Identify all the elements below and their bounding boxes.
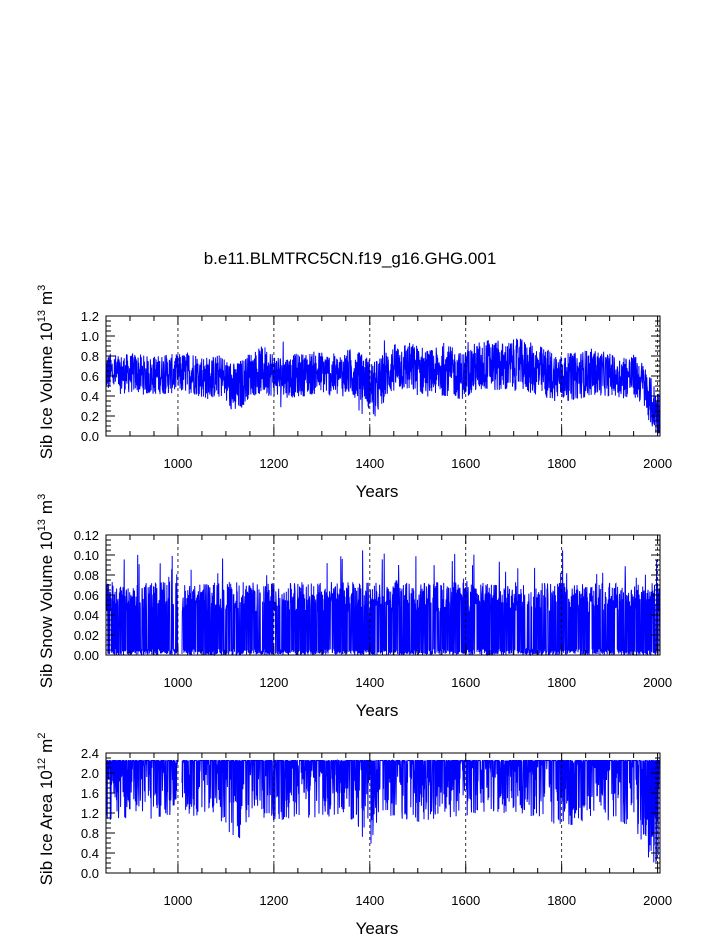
panel-snow-volume: 1000 1200 1400 1600 1800 2000 0.00 0.02 0.04 0.06…	[36, 494, 672, 720]
y-tick-label: 0.0	[81, 866, 99, 881]
y-axis-label-main: Sib Snow Volume 10	[37, 531, 56, 688]
x-tick-label: 2000	[643, 456, 672, 471]
y-axis-label-exp: 13	[36, 519, 48, 531]
x-tick-label: 2000	[643, 675, 672, 690]
x-axis-label: Years	[356, 919, 399, 935]
y-axis-label-exp: 13	[36, 310, 48, 322]
y-tick-label: 0.12	[74, 528, 99, 543]
x-tick-label: 2000	[643, 893, 672, 908]
x-tick-label: 1400	[355, 456, 384, 471]
y-axis-label-unit: m	[37, 291, 56, 305]
x-tick-label: 1600	[451, 893, 480, 908]
x-tick-label: 1200	[259, 675, 288, 690]
y-tick-label: 0.4	[81, 389, 99, 404]
y-tick-label: 0.02	[74, 628, 99, 643]
y-axis-label: Sib Snow Volume 1013 m3	[36, 494, 56, 688]
y-axis-label-exp: 12	[36, 758, 48, 770]
x-tick-label: 1400	[355, 675, 384, 690]
panel-ice-volume: 1000 1200 1400 1600 1800 2000 0.0 0.2 0.4 0.6 0.8 1…	[36, 285, 672, 501]
series-line	[105, 338, 661, 434]
y-tick-label: 1.0	[81, 329, 99, 344]
y-tick-label: 2.0	[81, 766, 99, 781]
x-tick-label: 1800	[547, 456, 576, 471]
series-line	[105, 758, 661, 863]
y-tick-label: 0.2	[81, 409, 99, 424]
x-tick-label: 1200	[259, 456, 288, 471]
y-tick-label: 1.6	[81, 786, 99, 801]
y-axis-label-unit-exp: 2	[36, 733, 48, 739]
x-tick-label: 1400	[355, 893, 384, 908]
y-tick-label: 0.8	[81, 826, 99, 841]
x-tick-label: 1600	[451, 456, 480, 471]
y-axis-label-main: Sib Ice Volume 10	[37, 322, 56, 459]
y-tick-label: 0.8	[81, 349, 99, 364]
x-tick-label: 1000	[163, 456, 192, 471]
x-tick-label: 1000	[163, 675, 192, 690]
x-axis-label: Years	[356, 701, 399, 720]
x-tick-label: 1600	[451, 675, 480, 690]
y-axis-label: Sib Ice Volume 1013 m3	[36, 285, 56, 460]
y-tick-label: 1.2	[81, 309, 99, 324]
y-tick-label: 0.0	[81, 429, 99, 444]
y-tick-label: 0.08	[74, 568, 99, 583]
y-axis-label-unit-exp: 3	[36, 494, 48, 500]
chart-title: b.e11.BLMTRC5CN.f19_g16.GHG.001	[204, 249, 497, 268]
y-tick-label: 0.6	[81, 369, 99, 384]
y-tick-label: 0.4	[81, 846, 99, 861]
x-axis-label: Years	[356, 482, 399, 501]
y-tick-label: 0.04	[74, 608, 99, 623]
y-axis-label: Sib Ice Area 1012 m2	[36, 733, 56, 886]
x-tick-label: 1800	[547, 675, 576, 690]
y-tick-label: 0.10	[74, 548, 99, 563]
y-tick-label: 0.00	[74, 648, 99, 663]
y-tick-label: 2.4	[81, 746, 99, 761]
x-tick-label: 1000	[163, 893, 192, 908]
y-axis-label-unit: m	[37, 500, 56, 514]
y-tick-label: 1.2	[81, 806, 99, 821]
y-axis-label-unit: m	[37, 739, 56, 753]
y-axis-label-unit-exp: 3	[36, 285, 48, 291]
y-axis-label-main: Sib Ice Area 10	[37, 770, 56, 885]
panel-ice-area: 1000 1200 1400 1600 1800 2000 0.0 0.4 0.8 1.2 1.6 2…	[36, 733, 672, 935]
x-tick-label: 1200	[259, 893, 288, 908]
y-tick-label: 0.06	[74, 588, 99, 603]
series-line	[105, 550, 661, 657]
x-tick-label: 1800	[547, 893, 576, 908]
